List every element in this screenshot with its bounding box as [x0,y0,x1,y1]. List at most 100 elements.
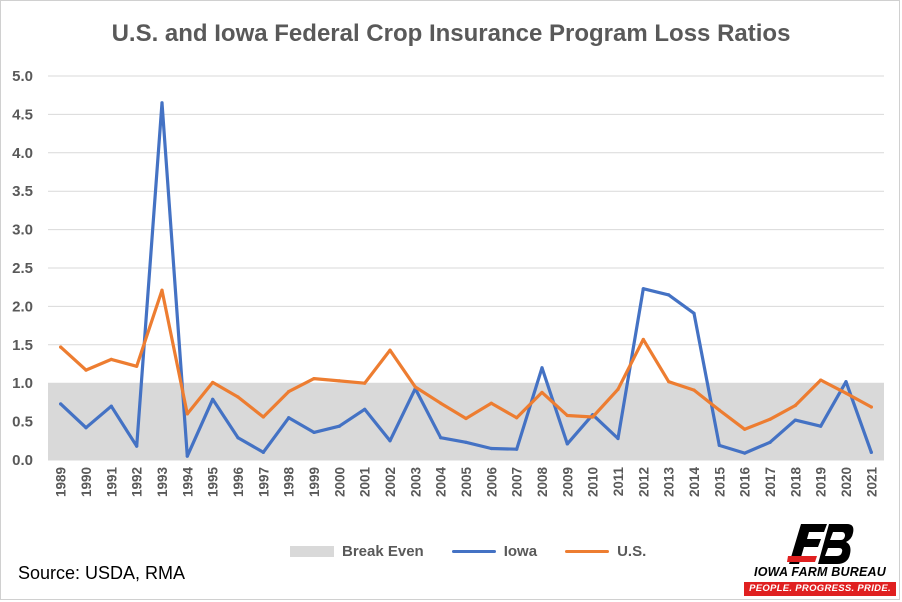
data-point-iowa [211,397,215,401]
legend: Break Even Iowa U.S. [290,540,674,562]
plot-area: 0.00.51.01.52.02.53.03.54.04.55.0 1989 19… [12,68,884,498]
data-point-iowa [743,451,747,455]
legend-item-us: U.S. [565,543,646,560]
data-point-iowa [337,424,341,428]
data-point-iowa [515,447,519,451]
data-point-u-s [743,427,747,431]
data-point-u-s [185,412,189,416]
data-point-u-s [641,337,645,342]
data-point-iowa [312,430,316,434]
data-point-u-s [439,401,443,405]
data-point-iowa [185,454,189,458]
x-tick-label: 2006 [484,467,499,498]
data-point-iowa [489,446,493,451]
x-tick-label: 2007 [510,467,525,497]
data-point-u-s [337,379,341,383]
data-point-u-s [616,387,620,391]
data-point-u-s [59,345,63,349]
data-point-u-s [793,403,797,408]
data-point-u-s [287,390,291,394]
x-tick-label: 1998 [282,467,297,498]
iowa-farm-bureau-logo: IOWA FARM BUREAU PEOPLE. PROGRESS. PRIDE… [742,522,898,598]
legend-item-break-even: Break Even [290,543,424,560]
y-tick-label: 3.5 [12,183,33,200]
series-layer [59,101,873,458]
x-tick-label: 2002 [383,467,398,497]
y-tick-label: 2.5 [12,260,33,277]
data-point-u-s [515,416,519,420]
data-point-iowa [236,436,240,440]
x-tick-label: 1993 [155,467,170,498]
y-axis-ticks: 0.0 0.5 1.0 1.5 2.0 2.5 3.0 3.5 4.0 4.5 5.0 [12,68,33,469]
data-point-u-s [819,378,823,382]
data-point-iowa [819,424,823,428]
x-tick-label: 2020 [839,467,854,497]
data-point-iowa [616,436,620,441]
x-tick-label: 1996 [231,467,246,498]
legend-swatch-us [565,549,610,553]
data-point-iowa [565,442,569,446]
gridlines [48,75,884,461]
x-tick-label: 2016 [738,467,753,498]
data-point-u-s [667,380,671,384]
legend-swatch-iowa [451,549,496,553]
data-point-u-s [540,390,544,395]
chart-title: U.S. and Iowa Federal Crop Insurance Pro… [111,20,791,47]
logo-name: IOWA FARM BUREAU [754,565,886,579]
data-point-iowa [160,101,164,105]
data-point-iowa [439,436,443,440]
legend-item-iowa: Iowa [451,542,538,560]
data-point-iowa [540,366,544,370]
data-point-iowa [59,402,63,406]
y-tick-label: 1.0 [12,375,33,392]
x-tick-label: 2017 [763,467,778,497]
data-point-iowa [667,293,671,297]
legend-label-us: U.S. [617,542,647,560]
x-tick-label: 2001 [358,467,373,498]
x-tick-label: 2003 [408,467,423,498]
data-point-u-s [236,395,240,399]
data-point-u-s [844,391,848,395]
x-tick-label: 2015 [712,467,727,498]
x-tick-label: 2012 [636,467,651,497]
data-point-u-s [211,380,215,385]
x-axis-ticks: 1989 1990 1991 1992 1993 1994 1995 1996 1997 1998… [54,467,880,498]
legend-swatch-break-even [290,545,334,557]
data-point-iowa [464,440,468,444]
data-point-iowa [692,311,696,315]
x-tick-label: 1997 [256,467,271,497]
y-tick-label: 4.0 [12,145,33,162]
x-tick-label: 1995 [206,467,221,498]
data-point-iowa [261,450,265,454]
y-tick-label: 4.5 [12,106,33,123]
x-tick-label: 1990 [79,467,94,497]
logo-tagline: PEOPLE. PROGRESS. PRIDE. [744,582,896,596]
data-point-iowa [84,426,88,430]
y-tick-label: 1.5 [12,337,33,354]
legend-label-iowa: Iowa [503,542,538,560]
data-point-iowa [717,443,721,448]
x-tick-label: 2018 [788,467,803,498]
data-point-u-s [413,385,417,389]
y-tick-label: 0.0 [12,452,33,469]
x-tick-label: 2011 [611,467,626,497]
data-point-u-s [717,408,721,412]
data-point-iowa [287,416,291,420]
data-point-iowa [844,380,848,384]
data-point-u-s [363,381,367,385]
data-point-iowa [363,407,367,411]
x-tick-label: 2008 [535,467,550,498]
x-tick-label: 1989 [54,467,69,497]
data-point-u-s [84,368,88,372]
x-tick-label: 2009 [560,467,575,497]
data-point-iowa [793,418,797,422]
data-point-u-s [160,288,164,292]
x-tick-label: 1991 [104,467,119,498]
x-tick-label: 2014 [687,467,702,498]
x-tick-label: 2010 [586,467,601,497]
data-point-iowa [388,439,392,443]
data-point-u-s [565,413,569,418]
data-point-iowa [641,287,645,291]
data-point-u-s [312,376,316,381]
